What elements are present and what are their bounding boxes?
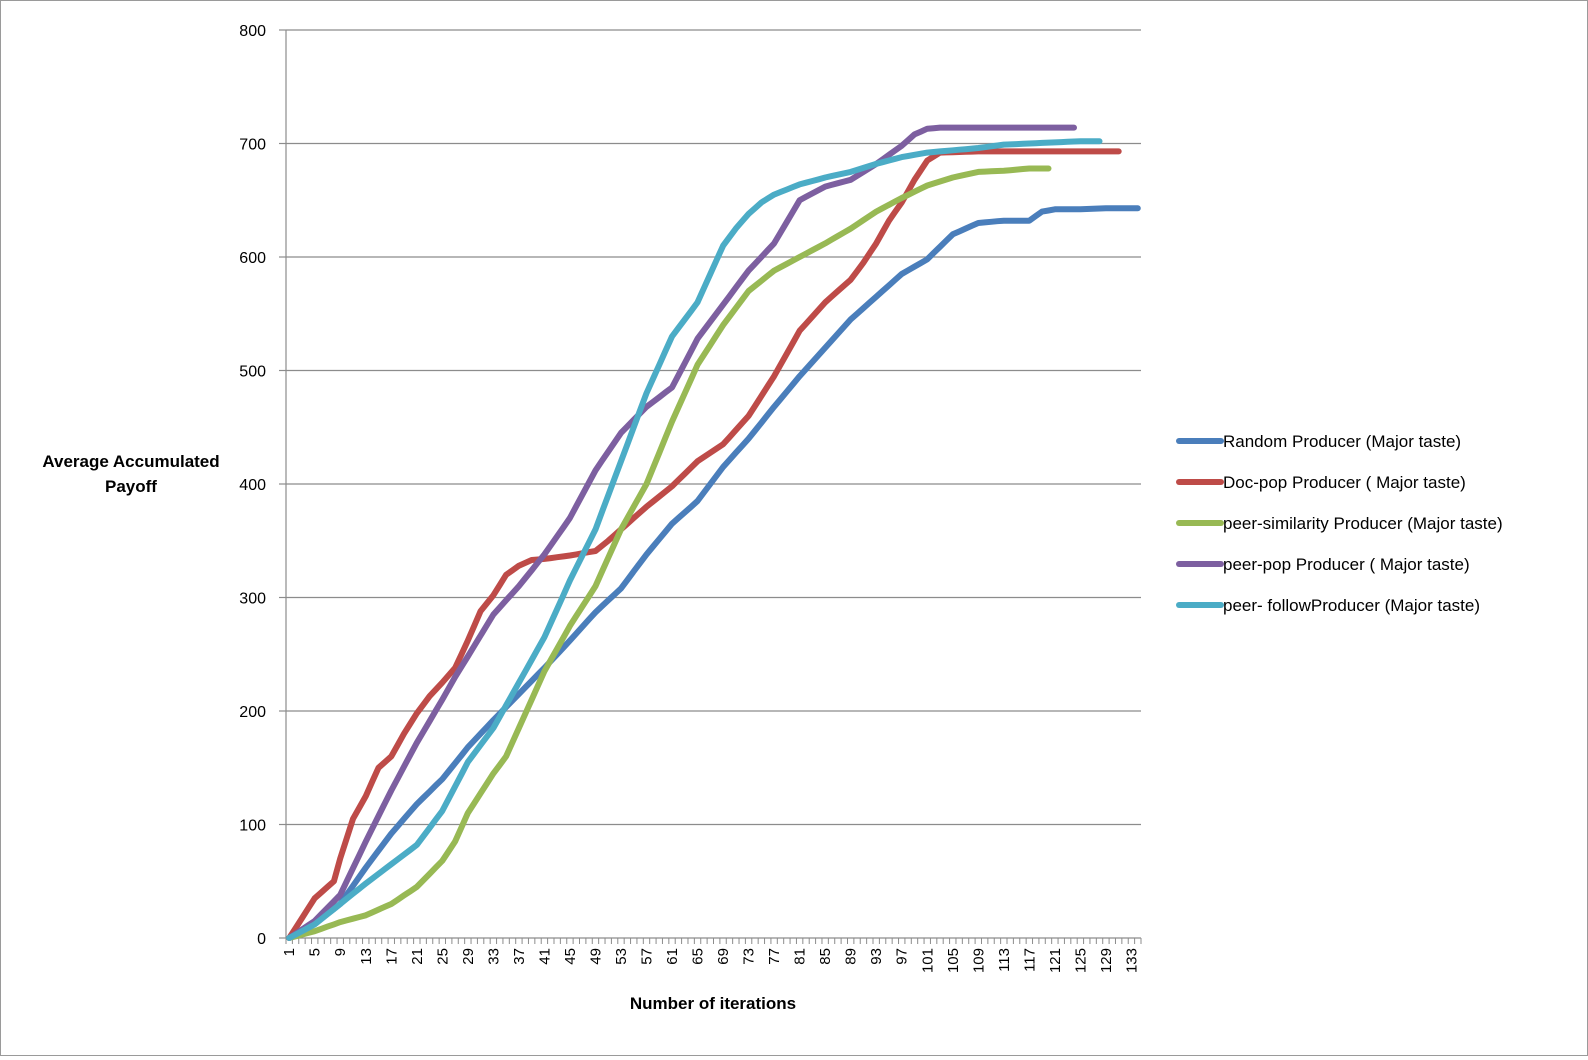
x-tick-label: 41 xyxy=(536,948,553,965)
x-tick-label: 57 xyxy=(639,948,656,965)
x-tick-label: 9 xyxy=(332,948,349,956)
x-tick-label: 21 xyxy=(409,948,426,965)
x-tick-label: 33 xyxy=(485,948,502,965)
legend-label: peer- followProducer (Major taste) xyxy=(1223,596,1480,615)
axes xyxy=(285,30,1142,944)
y-axis-title-line1: Average Accumulated xyxy=(42,452,219,471)
x-tick-label: 101 xyxy=(919,948,936,973)
x-tick-label: 125 xyxy=(1072,948,1089,973)
x-tick-label: 121 xyxy=(1047,948,1064,973)
x-tick-label: 97 xyxy=(894,948,911,965)
y-tick-label: 400 xyxy=(239,477,266,494)
y-tick-label: 600 xyxy=(239,250,266,267)
series-line-2 xyxy=(286,148,1122,941)
y-tick-labels: 0 100 200 300 400 500 600 700 800 xyxy=(239,23,266,948)
x-tick-labels: 1 5 9 13 17 21 25 29 33 37 41 45 49 53 57 61 65 69 73 77 81 8… xyxy=(281,948,1140,973)
x-tick-label: 17 xyxy=(383,948,400,965)
x-tick-label: 105 xyxy=(945,948,962,973)
x-tick-label: 13 xyxy=(358,948,375,965)
x-tick-label: 1 xyxy=(281,948,298,956)
legend: Random Producer (Major taste) Doc-pop Pro… xyxy=(1176,432,1503,615)
x-tick-label: 129 xyxy=(1098,948,1115,973)
y-tick-label: 0 xyxy=(257,931,266,948)
x-tick-label: 49 xyxy=(587,948,604,965)
legend-label: peer-pop Producer ( Major taste) xyxy=(1223,555,1470,574)
x-tick-label: 61 xyxy=(664,948,681,965)
y-tick-label: 300 xyxy=(239,591,266,608)
x-tick-label: 113 xyxy=(996,948,1013,972)
series-line-5 xyxy=(286,138,1103,941)
x-tick-label: 117 xyxy=(1021,948,1038,972)
series-lines xyxy=(286,124,1141,941)
series-line-1 xyxy=(286,205,1141,941)
y-axis-title-line2: Payoff xyxy=(105,477,157,496)
x-tick-label: 81 xyxy=(792,948,809,965)
y-tick-label: 200 xyxy=(239,704,266,721)
legend-label: peer-similarity Producer (Major taste) xyxy=(1223,514,1503,533)
series-line-4 xyxy=(286,124,1077,941)
x-tick-label: 109 xyxy=(970,948,987,973)
x-tick-label: 37 xyxy=(511,948,528,965)
legend-label: Doc-pop Producer ( Major taste) xyxy=(1223,473,1466,492)
x-tick-label: 133 xyxy=(1123,948,1140,973)
y-tick-label: 500 xyxy=(239,364,266,381)
series-line-3 xyxy=(286,165,1052,941)
x-tick-label: 45 xyxy=(562,948,579,965)
y-tick-label: 700 xyxy=(239,137,266,154)
x-tick-label: 65 xyxy=(690,948,707,965)
x-tick-label: 93 xyxy=(868,948,885,965)
y-tick-label: 800 xyxy=(239,23,266,40)
x-tick-label: 73 xyxy=(741,948,758,965)
x-tick-label: 89 xyxy=(843,948,860,965)
x-tick-label: 85 xyxy=(817,948,834,965)
x-tick-label: 29 xyxy=(460,948,477,965)
x-tick-label: 25 xyxy=(434,948,451,965)
x-tick-label: 5 xyxy=(307,948,324,956)
x-tick-label: 77 xyxy=(766,948,783,965)
x-tick-label: 69 xyxy=(715,948,732,965)
y-tick-label: 100 xyxy=(239,818,266,835)
x-axis-title: Number of iterations xyxy=(630,994,796,1013)
legend-label: Random Producer (Major taste) xyxy=(1223,432,1461,451)
x-tick-label: 53 xyxy=(613,948,630,965)
